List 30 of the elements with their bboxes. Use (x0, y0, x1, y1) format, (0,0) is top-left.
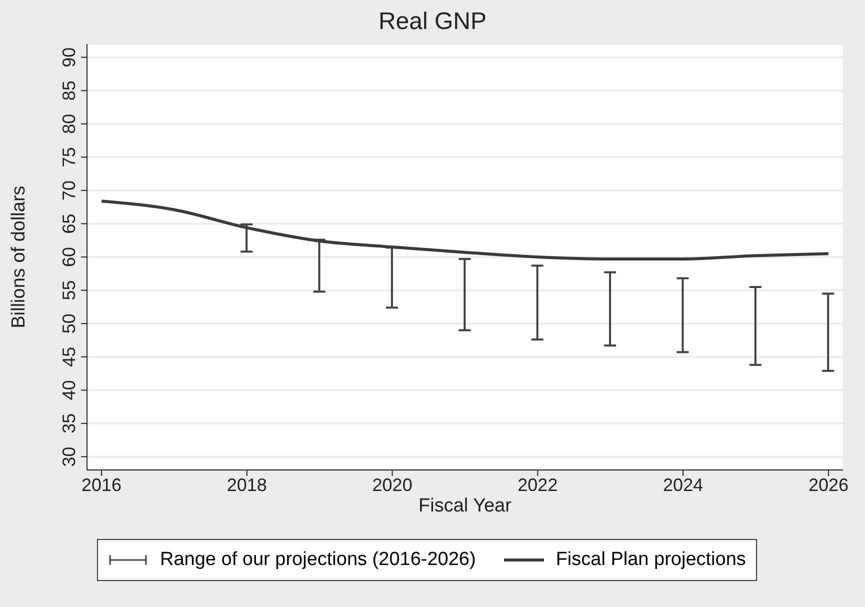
x-tick-label: 2022 (518, 474, 558, 495)
bar (827, 294, 830, 371)
bar (536, 266, 538, 340)
legend-label: Range of our projections (2016-2026) (160, 549, 476, 571)
x-tick-label: 2016 (82, 474, 122, 495)
y-tick-label: 80 (59, 114, 79, 134)
y-axis-title: Billions of dollars (8, 186, 30, 328)
bar (754, 286, 756, 365)
x-axis-title: Fiscal Year (418, 495, 512, 516)
y-tick-label: 35 (59, 413, 79, 434)
y-tick-label: 90 (59, 47, 79, 68)
bar (682, 278, 684, 352)
x-tick-label: 2020 (372, 474, 412, 495)
y-tick-label: 40 (59, 380, 79, 400)
x-tick-label: 2018 (226, 474, 267, 495)
y-tick-label: 75 (59, 147, 79, 168)
legend-label: Fiscal Plan projections (556, 549, 746, 571)
y-tick-label: 70 (59, 180, 79, 200)
y-tick-label: 30 (59, 446, 79, 467)
bar (464, 258, 466, 330)
y-tick-label: 45 (59, 346, 79, 367)
y-tick-label: 85 (59, 80, 79, 101)
x-tick-label: 2026 (808, 474, 848, 495)
x-tick-label: 2024 (663, 474, 704, 495)
y-tick-label: 55 (59, 280, 79, 300)
y-tick-label: 50 (59, 314, 79, 334)
y-tick-label: 60 (59, 246, 79, 268)
y-tick-label: 65 (59, 214, 79, 234)
chart-title: Real GNP (377, 8, 488, 36)
bar (609, 272, 612, 346)
